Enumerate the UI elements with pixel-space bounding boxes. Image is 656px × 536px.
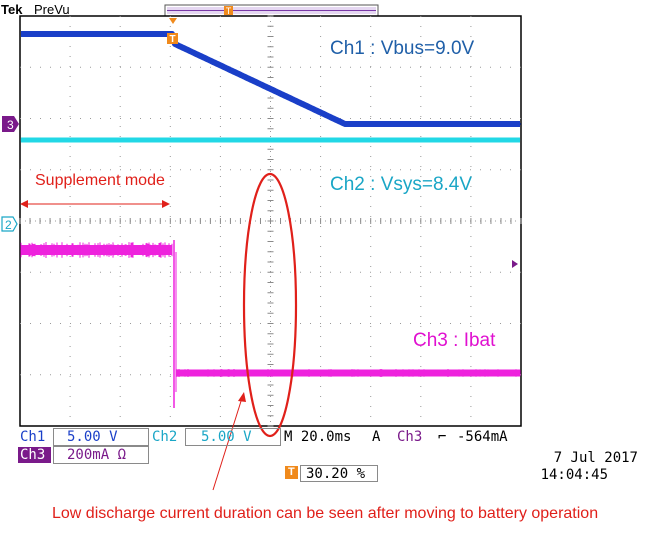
ch2-ground-marker: 2 <box>1 216 18 232</box>
footer-caption: Low discharge current duration can be se… <box>52 505 599 522</box>
ch3-badge <box>18 447 51 463</box>
trigger-position-marker: T <box>167 18 178 45</box>
svg-text:3: 3 <box>7 118 14 132</box>
ch3-trace-high-noise <box>20 242 173 258</box>
ch3-scale-box <box>53 446 149 464</box>
trigger-level: -564mA <box>457 429 508 445</box>
date-readout: 7 Jul 2017 <box>553 450 638 466</box>
ch2-scale: 5.00 V <box>201 429 252 445</box>
traces <box>17 31 523 408</box>
ch2-annotation: Ch2 : Vsys=8.4V <box>330 174 473 195</box>
supplement-mode-annotation: Supplement mode <box>35 172 165 189</box>
trigger-level-marker <box>512 260 518 268</box>
ch1-trace-noise <box>20 31 521 127</box>
record-trigger-icon: T <box>224 6 233 16</box>
brand-label: Tek <box>1 2 23 17</box>
callout-arrow <box>212 392 246 491</box>
ch3-ground-marker: 3 <box>2 116 19 132</box>
trigger-source: Ch3 <box>397 429 423 445</box>
timebase-readout: M 20.0ms <box>284 429 352 445</box>
ch3-trace-low-noise <box>176 369 521 377</box>
ch1-scale: 5.00 V <box>67 429 118 445</box>
trigger-slope-icon: ⌐ <box>438 429 447 445</box>
ch1-annotation: Ch1 : Vbus=9.0V <box>330 38 475 59</box>
ch2-scale-box <box>185 428 281 446</box>
ch3-scale: 200mA Ω <box>67 447 127 463</box>
time-readout: 14:04:45 <box>540 467 608 483</box>
ch1-label: Ch1 <box>20 429 46 445</box>
trigger-position-value: 30.20 % <box>306 466 366 482</box>
svg-text:2: 2 <box>5 218 12 232</box>
trigger-position-box <box>300 465 378 482</box>
ch3-label: Ch3 <box>20 447 46 463</box>
highlight-ellipse <box>242 172 298 438</box>
ch3-annotation: Ch3 : Ibat <box>413 330 496 351</box>
acquisition-mode-label: PreVu <box>34 2 70 17</box>
ch2-label: Ch2 <box>152 429 178 445</box>
ch1-scale-box <box>53 428 149 446</box>
svg-text:T: T <box>226 6 232 16</box>
supplement-mode-arrow <box>20 200 170 208</box>
trigger-mode: A <box>372 429 381 445</box>
trigger-position-icon: T <box>285 466 298 479</box>
svg-text:T: T <box>169 34 175 45</box>
